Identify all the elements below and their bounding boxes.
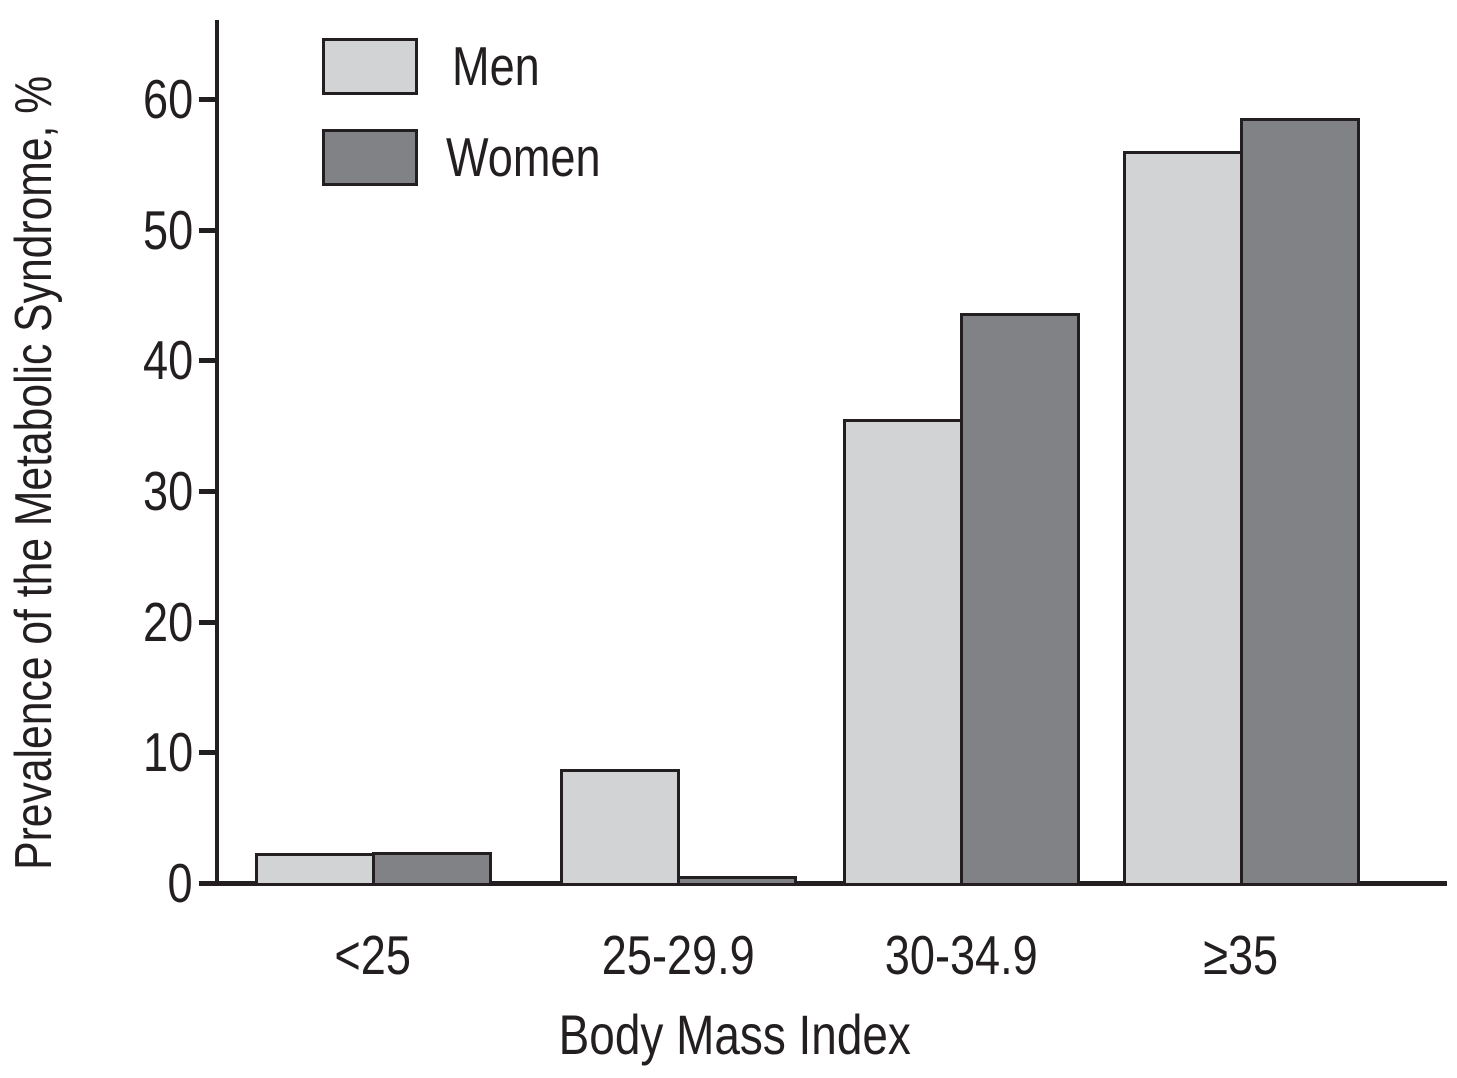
x-axis-title: Body Mass Index	[385, 1005, 1085, 1065]
y-axis-title: Prevalence of the Metabolic Syndrome, %	[2, 0, 66, 957]
y-tick-0	[199, 881, 217, 886]
bar-men-group1	[255, 853, 375, 883]
bar-women-group4	[1240, 118, 1360, 883]
y-axis-line	[215, 20, 219, 886]
legend-label-women-text: Women	[446, 126, 601, 188]
y-tick-label-20: 20	[53, 590, 193, 653]
y-tick-label-text: 20	[142, 590, 193, 653]
x-tick-label-group4: ≥35	[1091, 928, 1391, 983]
y-tick-label-text: 50	[142, 198, 193, 261]
y-axis-title-text: Prevalence of the Metabolic Syndrome, %	[5, 75, 63, 870]
x-tick-label-text: 30-34.9	[884, 924, 1038, 986]
x-tick-label-text: 25-29.9	[601, 924, 755, 986]
y-tick-10	[199, 750, 217, 756]
bar-women-group2	[677, 876, 797, 883]
x-axis-title-text: Body Mass Index	[558, 1003, 912, 1066]
y-tick-label-30: 30	[53, 459, 193, 522]
bar-men-group2	[560, 769, 680, 883]
y-tick-label-10: 10	[53, 725, 193, 780]
legend-swatch-women	[322, 129, 418, 186]
bar-women-group3	[960, 313, 1080, 883]
y-tick-50	[199, 227, 217, 233]
y-tick-label-60: 60	[53, 67, 193, 130]
legend-swatch-men	[322, 38, 418, 95]
x-tick-label-group1: <25	[223, 928, 523, 983]
x-axis-line	[215, 881, 1447, 886]
x-tick-label-group3: 30-34.9	[811, 928, 1111, 983]
legend-label-women: Women	[446, 129, 635, 186]
bar-women-group1	[372, 852, 492, 883]
y-tick-label-text: 0	[167, 852, 193, 914]
y-tick-20	[199, 619, 217, 625]
y-tick-label-0: 0	[53, 856, 193, 911]
x-tick-label-group2: 25-29.9	[528, 928, 828, 983]
legend-label-men: Men	[452, 38, 559, 95]
y-tick-label-text: 30	[142, 459, 193, 522]
bar-men-group3	[843, 419, 963, 883]
y-tick-label-text: 40	[142, 329, 193, 392]
x-tick-label-text: ≥35	[1203, 924, 1279, 986]
y-tick-30	[199, 488, 217, 494]
y-tick-label-text: 10	[142, 721, 193, 784]
bar-men-group4	[1123, 151, 1243, 883]
y-tick-label-text: 60	[142, 67, 193, 130]
y-tick-label-50: 50	[53, 198, 193, 261]
legend-label-men-text: Men	[452, 35, 540, 97]
x-tick-label-text: <25	[334, 924, 412, 986]
y-tick-40	[199, 358, 217, 364]
y-tick-label-40: 40	[53, 333, 193, 388]
y-tick-60	[199, 96, 217, 102]
